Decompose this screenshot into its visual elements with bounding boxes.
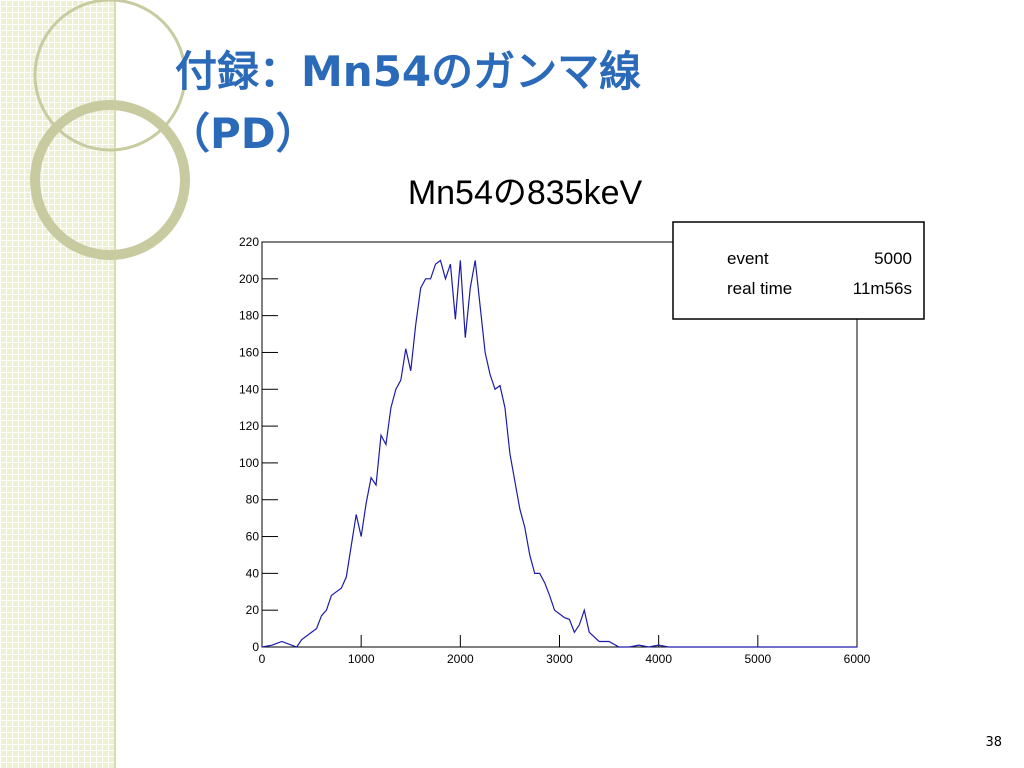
- y-tick-label: 0: [252, 640, 259, 654]
- y-tick-label: 40: [246, 566, 260, 580]
- y-tick-label: 60: [246, 530, 260, 544]
- y-tick-label: 180: [239, 309, 259, 323]
- y-tick-label: 220: [239, 235, 259, 249]
- x-tick-label: 2000: [447, 652, 474, 666]
- y-tick-label: 20: [246, 603, 260, 617]
- stats-label: event: [727, 249, 769, 268]
- page-number: 38: [985, 735, 1002, 750]
- x-tick-label: 3000: [546, 652, 573, 666]
- x-tick-label: 6000: [844, 652, 871, 666]
- x-tick-label: 5000: [744, 652, 771, 666]
- x-tick-label: 0: [259, 652, 266, 666]
- stats-value: 11m56s: [853, 279, 912, 298]
- y-tick-label: 100: [239, 456, 259, 470]
- y-tick-label: 200: [239, 272, 259, 286]
- stats-label: real time: [727, 279, 792, 298]
- stats-box: [672, 221, 925, 320]
- slide-title: （PD）: [168, 109, 318, 158]
- x-tick-label: 1000: [348, 652, 375, 666]
- y-tick-label: 140: [239, 382, 259, 396]
- y-tick-label: 80: [246, 493, 260, 507]
- y-tick-label: 160: [239, 345, 259, 359]
- decor-circles: [30, 0, 190, 260]
- slide-title: 付録：Mn54のガンマ線: [175, 47, 642, 96]
- y-tick-label: 120: [239, 419, 259, 433]
- data-line: [261, 259, 857, 648]
- chart-title: Mn54の835keV: [408, 174, 643, 212]
- x-tick-label: 4000: [645, 652, 672, 666]
- stats-value: 5000: [874, 249, 912, 268]
